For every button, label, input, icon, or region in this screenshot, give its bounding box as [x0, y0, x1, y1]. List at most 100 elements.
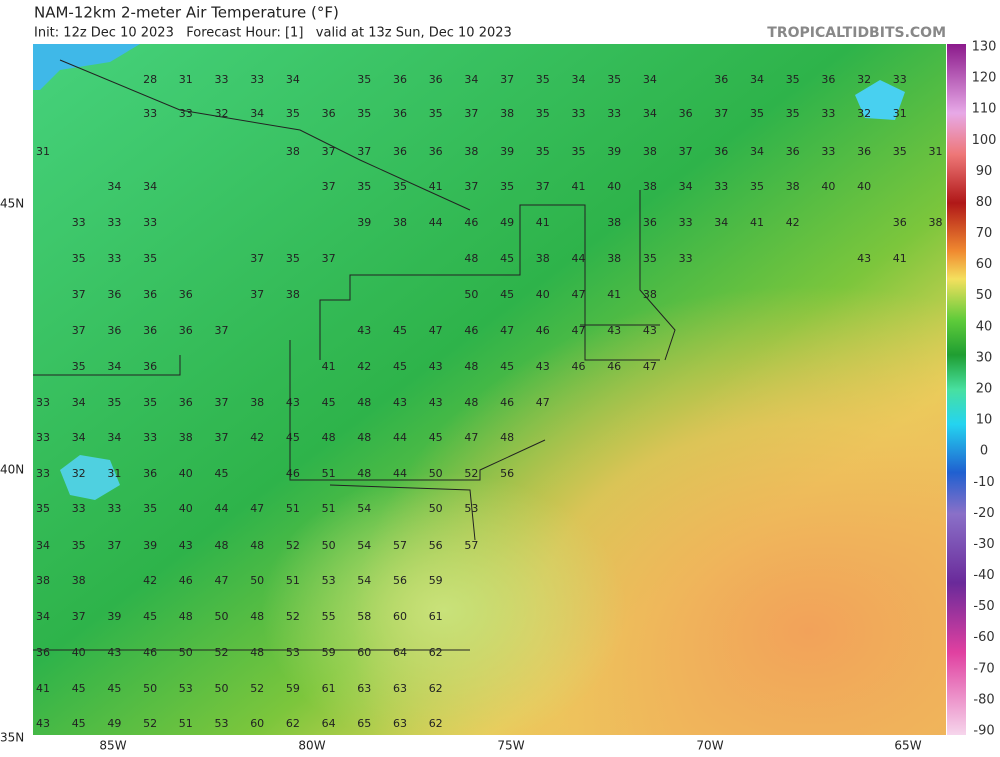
station-value: 33	[36, 396, 50, 409]
station-value: 47	[250, 502, 264, 515]
station-value: 59	[429, 574, 443, 587]
station-value: 48	[357, 396, 371, 409]
station-value: 42	[143, 574, 157, 587]
colorbar-label: -30	[973, 537, 994, 552]
station-value: 48	[250, 610, 264, 623]
station-value: 46	[179, 574, 193, 587]
station-value: 31	[179, 73, 193, 86]
station-value: 57	[393, 539, 407, 552]
station-value: 45	[429, 431, 443, 444]
station-value: 34	[72, 431, 86, 444]
station-value: 63	[393, 717, 407, 730]
station-value: 45	[500, 288, 514, 301]
station-value: 31	[929, 145, 943, 158]
station-value: 38	[36, 574, 50, 587]
station-value: 50	[179, 646, 193, 659]
station-value: 34	[464, 73, 478, 86]
station-value: 52	[286, 610, 300, 623]
station-value: 42	[786, 216, 800, 229]
station-value: 53	[286, 646, 300, 659]
station-value: 44	[572, 252, 586, 265]
station-value: 37	[464, 180, 478, 193]
station-value: 50	[215, 682, 229, 695]
station-value: 40	[179, 502, 193, 515]
station-value: 50	[429, 467, 443, 480]
station-value: 46	[464, 216, 478, 229]
station-value: 48	[464, 396, 478, 409]
station-value: 38	[607, 216, 621, 229]
station-value: 52	[250, 682, 264, 695]
colorbar-label: 100	[972, 133, 997, 148]
station-value: 39	[500, 145, 514, 158]
station-value: 64	[393, 646, 407, 659]
station-value: 40	[857, 180, 871, 193]
station-value: 54	[357, 539, 371, 552]
station-value: 36	[393, 107, 407, 120]
colorbar-label: 40	[976, 319, 993, 334]
station-value: 31	[36, 145, 50, 158]
station-value: 43	[536, 360, 550, 373]
station-value: 40	[821, 180, 835, 193]
station-value: 53	[322, 574, 336, 587]
station-value: 44	[393, 467, 407, 480]
borders	[33, 59, 676, 651]
station-value: 33	[72, 502, 86, 515]
station-value: 35	[357, 73, 371, 86]
station-value: 40	[179, 467, 193, 480]
colorbar-label: -80	[973, 692, 994, 707]
station-value: 45	[286, 431, 300, 444]
station-value: 43	[607, 324, 621, 337]
station-value: 45	[322, 396, 336, 409]
station-value: 49	[500, 216, 514, 229]
longitude-label: 70W	[696, 739, 723, 753]
station-value: 45	[72, 717, 86, 730]
land-warm-field	[33, 44, 946, 735]
station-value: 53	[215, 717, 229, 730]
station-value: 35	[536, 73, 550, 86]
station-value: 43	[179, 539, 193, 552]
station-value: 39	[357, 216, 371, 229]
station-value: 63	[357, 682, 371, 695]
station-value: 43	[429, 360, 443, 373]
station-value: 62	[286, 717, 300, 730]
station-value: 32	[72, 467, 86, 480]
station-value: 41	[750, 216, 764, 229]
station-value: 38	[464, 145, 478, 158]
station-value: 45	[215, 467, 229, 480]
station-value: 35	[500, 180, 514, 193]
station-value: 34	[750, 73, 764, 86]
station-value: 37	[714, 107, 728, 120]
station-value: 45	[72, 682, 86, 695]
station-value: 43	[857, 252, 871, 265]
station-value: 36	[393, 145, 407, 158]
station-value: 32	[857, 73, 871, 86]
station-value: 56	[429, 539, 443, 552]
station-value: 36	[679, 107, 693, 120]
colorbar-label: -60	[973, 630, 994, 645]
station-value: 61	[429, 610, 443, 623]
station-value: 62	[429, 717, 443, 730]
station-value: 57	[464, 539, 478, 552]
station-value: 35	[286, 107, 300, 120]
station-value: 62	[429, 646, 443, 659]
map-area	[33, 44, 946, 735]
station-value: 50	[215, 610, 229, 623]
station-value: 33	[143, 431, 157, 444]
station-value: 41	[536, 216, 550, 229]
station-value: 34	[643, 73, 657, 86]
colorbar-label: 120	[972, 71, 997, 86]
station-value: 39	[143, 539, 157, 552]
station-value: 35	[72, 252, 86, 265]
station-value: 47	[643, 360, 657, 373]
station-value: 35	[143, 396, 157, 409]
station-value: 47	[572, 324, 586, 337]
station-value: 35	[572, 145, 586, 158]
colorbar-label: 110	[972, 102, 997, 117]
station-value: 37	[72, 324, 86, 337]
station-value: 48	[464, 252, 478, 265]
station-value: 49	[107, 717, 121, 730]
station-value: 54	[357, 502, 371, 515]
station-value: 46	[286, 467, 300, 480]
longitude-label: 75W	[497, 739, 524, 753]
